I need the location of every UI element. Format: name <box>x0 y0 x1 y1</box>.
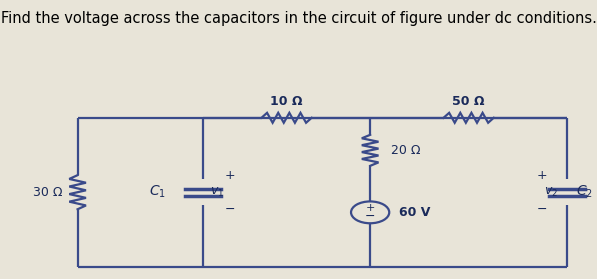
Text: −: − <box>224 203 235 216</box>
Text: Find the voltage across the capacitors in the circuit of figure under dc conditi: Find the voltage across the capacitors i… <box>1 11 596 26</box>
Text: 50 Ω: 50 Ω <box>453 95 485 108</box>
Text: +: + <box>365 203 375 213</box>
Text: $C_1$: $C_1$ <box>149 184 166 200</box>
Text: −: − <box>537 203 547 216</box>
Text: +: + <box>537 169 547 182</box>
Text: −: − <box>365 210 376 223</box>
Text: $C_2$: $C_2$ <box>576 184 593 200</box>
Text: 10 Ω: 10 Ω <box>270 95 303 108</box>
Text: 30 Ω: 30 Ω <box>33 186 63 199</box>
Text: +: + <box>224 169 235 182</box>
Text: $v_1$: $v_1$ <box>210 186 224 199</box>
Text: 20 Ω: 20 Ω <box>391 144 420 157</box>
Text: $v_2$: $v_2$ <box>544 186 558 199</box>
Text: 60 V: 60 V <box>399 206 430 219</box>
